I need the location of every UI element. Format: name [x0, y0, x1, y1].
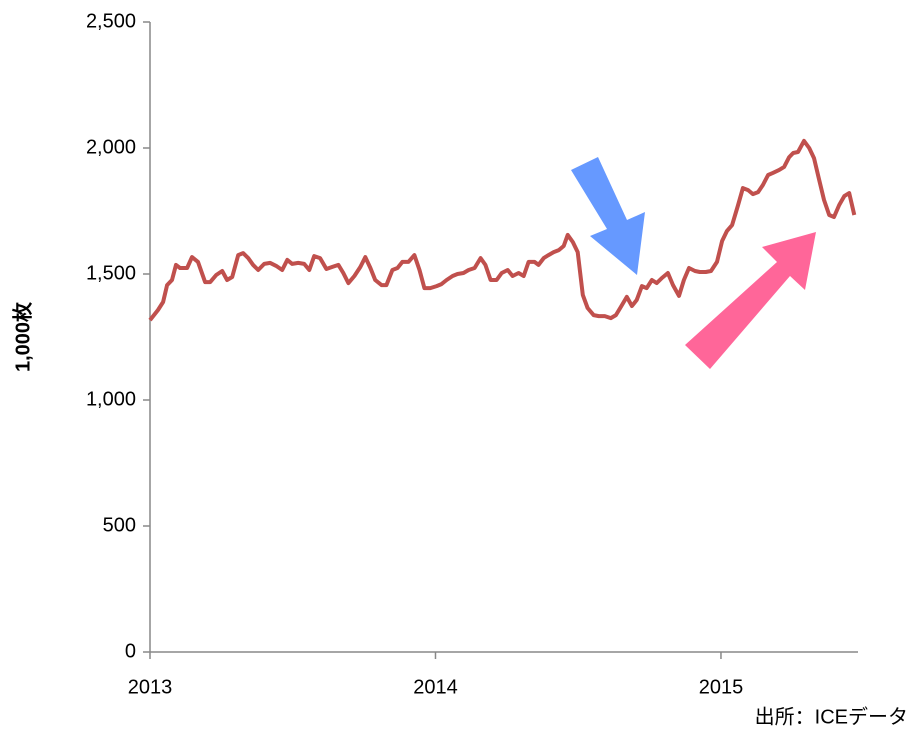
x-tick-label: 2015 — [699, 676, 744, 698]
y-tick-label: 1,500 — [86, 262, 136, 284]
y-tick-label: 500 — [103, 514, 136, 536]
y-tick-label: 0 — [125, 640, 136, 662]
y-tick-label: 2,000 — [86, 136, 136, 158]
data-line — [148, 138, 857, 322]
x-tick-label: 2014 — [413, 676, 458, 698]
up-arrow — [685, 232, 816, 369]
down-arrow — [571, 157, 645, 275]
y-axis-label: 1,000枚 — [10, 301, 34, 372]
x-tick-label: 2013 — [128, 676, 173, 698]
source-note: 出所：ICEデータ — [755, 705, 908, 728]
y-tick-label: 2,500 — [86, 10, 136, 32]
y-tick-label: 1,000 — [86, 388, 136, 410]
